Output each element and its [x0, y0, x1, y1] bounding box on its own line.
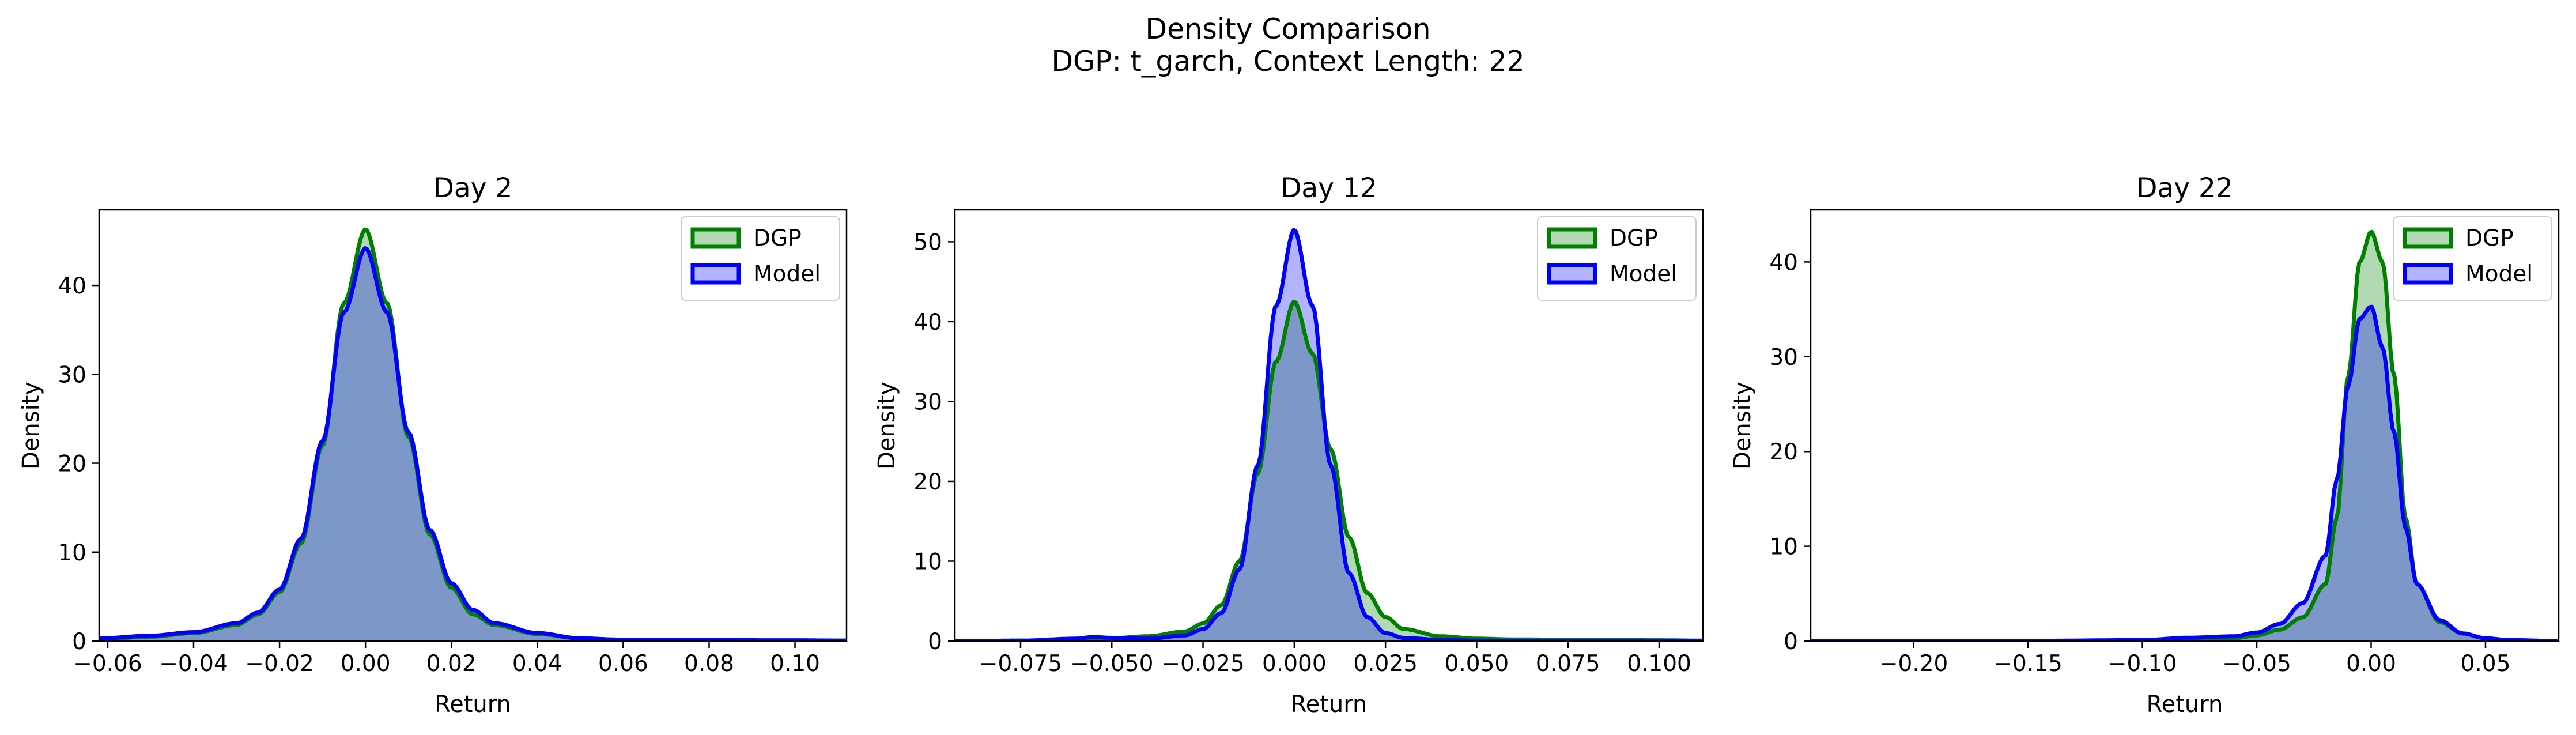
legend: DGP Model	[2393, 216, 2552, 301]
y-tick-label: 40	[58, 273, 86, 299]
x-tick-label: 0.050	[1445, 651, 1509, 677]
x-tick-label: 0.02	[426, 651, 477, 677]
x-axis-label: Return	[2147, 691, 2223, 718]
dgp-legend-swatch	[690, 227, 741, 249]
legend: DGP Model	[681, 216, 840, 301]
model-legend-swatch	[1547, 263, 1597, 285]
x-axis-label: Return	[435, 691, 511, 718]
y-tick-label: 50	[913, 229, 942, 255]
subplot-2: −0.075 −0.050 −0.025 0.000 0.025 0.050 0.075 0.…	[874, 172, 1704, 718]
x-tick-label: −0.10	[2108, 651, 2177, 677]
y-tick-label: 20	[58, 451, 86, 477]
dgp-legend-swatch	[2403, 227, 2453, 249]
x-axis-label: Return	[1291, 691, 1368, 718]
x-tick-label: 0.00	[341, 651, 391, 677]
axes-frame	[954, 209, 1704, 642]
y-tick-label: 0	[928, 629, 942, 655]
model-legend-swatch	[690, 263, 741, 285]
x-tick-label: 0.000	[1262, 651, 1327, 677]
axes-frame	[98, 209, 848, 642]
dgp-legend-label: DGP	[753, 225, 802, 251]
y-tick-label: 20	[1769, 439, 1798, 465]
x-tick-label: 0.075	[1536, 651, 1600, 677]
x-tick-label: 0.08	[684, 651, 734, 677]
model-density-line	[99, 246, 847, 641]
axes-frame	[1810, 209, 2560, 642]
x-tick-label: −0.15	[1993, 651, 2063, 677]
y-tick-label: 20	[913, 469, 942, 495]
subplot-1: −0.06 −0.04 −0.02 0.00 0.02 0.04 0.06 0.08 0.10 0…	[18, 172, 848, 718]
x-tick-label: −0.02	[245, 651, 314, 677]
model-legend-label: Model	[2465, 261, 2533, 287]
model-legend-label: Model	[753, 261, 821, 287]
x-tick-label: 0.06	[598, 651, 648, 677]
model-legend-label: Model	[1610, 261, 1677, 287]
overlap-area	[1811, 307, 2559, 641]
subplot-title: Day 22	[2136, 172, 2233, 204]
model-legend-swatch	[2403, 263, 2453, 285]
y-tick-label: 10	[1769, 534, 1798, 560]
y-tick-label: 10	[58, 540, 86, 566]
y-tick-label: 0	[72, 629, 86, 655]
y-axis-label: Density	[874, 382, 900, 469]
y-tick-label: 30	[58, 362, 86, 388]
subplot-title: Day 2	[433, 172, 513, 204]
x-tick-label: 0.00	[2346, 651, 2396, 677]
y-axis-label: Density	[1729, 382, 1756, 469]
y-tick-label: 0	[1784, 629, 1798, 655]
overlap-area	[99, 248, 847, 641]
x-tick-label: −0.04	[159, 651, 228, 677]
dgp-legend-label: DGP	[2465, 225, 2514, 251]
x-tick-label: −0.05	[2222, 651, 2291, 677]
figure-subtitle: DGP: t_garch, Context Length: 22	[1051, 45, 1525, 78]
x-tick-label: 0.10	[770, 651, 820, 677]
x-tick-label: 0.05	[2461, 651, 2511, 677]
x-tick-label: −0.050	[1070, 651, 1153, 677]
x-tick-label: 0.04	[512, 651, 562, 677]
x-tick-label: 0.025	[1353, 651, 1418, 677]
x-tick-label: 0.100	[1627, 651, 1691, 677]
y-tick-label: 40	[913, 310, 942, 336]
x-tick-label: −0.025	[1161, 651, 1244, 677]
subplot-title: Day 12	[1281, 172, 1377, 204]
y-tick-label: 30	[913, 389, 942, 415]
y-tick-label: 40	[1769, 250, 1798, 276]
x-tick-label: −0.20	[1879, 651, 1948, 677]
x-tick-label: −0.06	[73, 651, 142, 677]
subplot-3: −0.20 −0.15 −0.10 −0.05 0.00 0.05 0 10 20 30 40 Day…	[1729, 172, 2560, 718]
model-density-line	[1811, 304, 2559, 641]
x-tick-label: −0.075	[979, 651, 1062, 677]
dgp-legend-swatch	[1547, 227, 1597, 249]
y-tick-label: 30	[1769, 345, 1798, 371]
model-density-area	[1811, 307, 2559, 641]
overlap-area	[955, 301, 1703, 641]
model-density-area	[99, 248, 847, 641]
y-axis-label: Density	[18, 382, 44, 469]
dgp-legend-label: DGP	[1610, 225, 1658, 251]
legend: DGP Model	[1537, 216, 1697, 301]
y-tick-label: 10	[913, 549, 942, 575]
figure-title: Density Comparison	[1145, 13, 1431, 46]
